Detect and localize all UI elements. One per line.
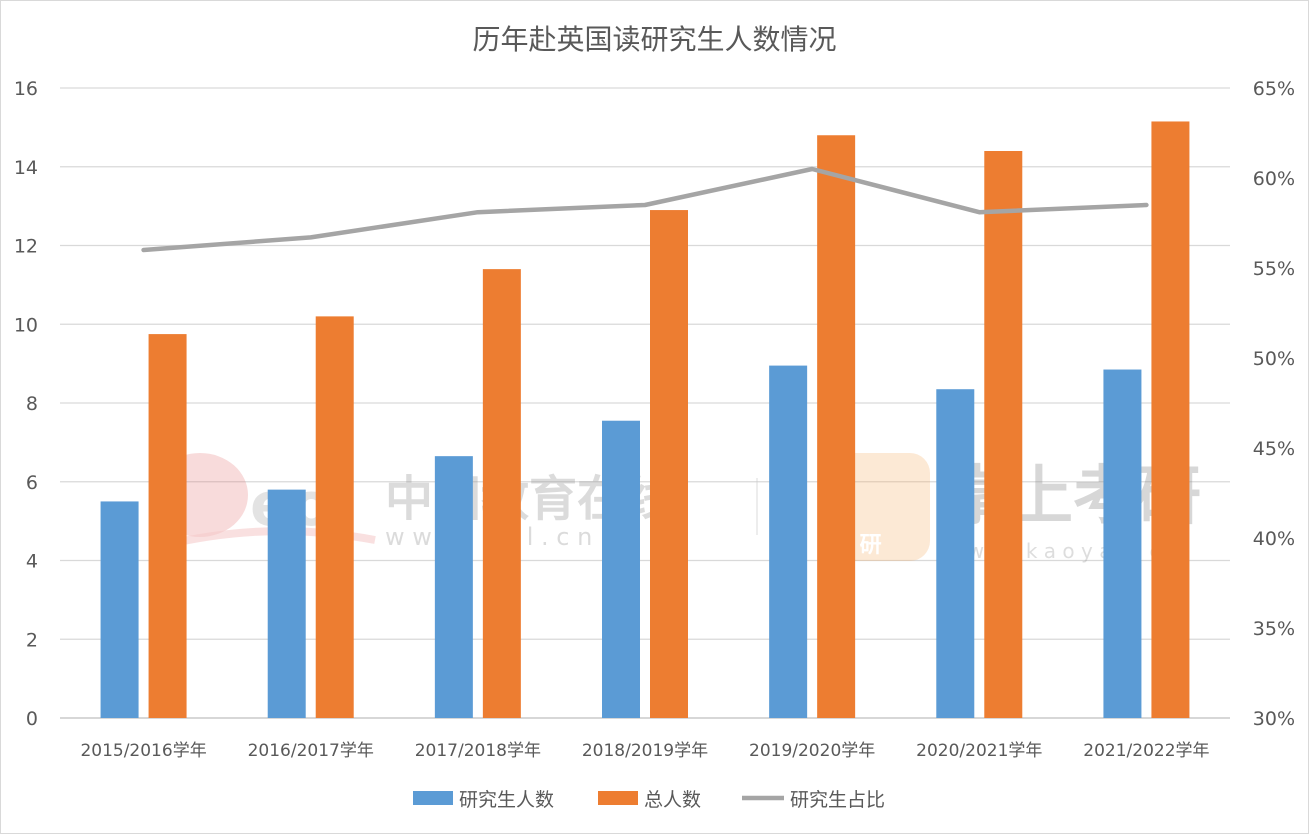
gridlines (60, 87, 1230, 719)
y-left-tick-label: 10 (14, 314, 38, 336)
bar-total (1151, 121, 1190, 718)
y-right-tick-label: 30% (1253, 708, 1295, 730)
bar-postgrad (1103, 369, 1142, 718)
y-left-tick-label: 2 (26, 629, 38, 651)
chart-title: 历年赴英国读研究生人数情况 (472, 23, 837, 56)
bar-total (315, 316, 354, 718)
kaoyan-url: w w w . k a o y a n . c n (945, 539, 1180, 563)
x-tick-label: 2016/2017学年 (248, 741, 374, 761)
y-right-tick-label: 45% (1253, 438, 1295, 460)
legend: 研究生人数 总人数 研究生占比 (413, 789, 885, 811)
y-left-tick-label: 4 (26, 551, 38, 573)
y-right-tick-label: 65% (1253, 78, 1295, 100)
axes: 0 2 4 6 8 10 12 14 16 30% 35% 40% 45% 50% 55% 60% 65% 201… (14, 78, 1295, 761)
ratio-line (141, 166, 1149, 253)
legend-swatch (413, 791, 453, 805)
bar-postgrad (936, 389, 975, 718)
x-tick-label: 2015/2016学年 (80, 741, 206, 761)
legend-label: 总人数 (644, 789, 701, 811)
x-tick-label: 2019/2020学年 (749, 741, 875, 761)
bar-postgrad (602, 420, 640, 718)
y-left-tick-label: 12 (14, 236, 38, 258)
x-tick-label: 2020/2021学年 (916, 741, 1042, 761)
bar-total (817, 135, 856, 718)
x-tick-label: 2017/2018学年 (415, 741, 541, 761)
y-right-tick-label: 50% (1253, 348, 1295, 370)
y-right-tick-label: 35% (1253, 618, 1295, 640)
bar-postgrad (434, 456, 473, 718)
legend-label: 研究生占比 (790, 789, 885, 811)
bar-postgrad (769, 365, 808, 718)
legend-swatch (598, 791, 638, 805)
x-tick-label: 2018/2019学年 (582, 741, 708, 761)
bar-total (650, 210, 688, 718)
bar-total (482, 269, 521, 718)
bar-total (984, 151, 1023, 718)
bars (100, 121, 1190, 718)
legend-label: 研究生人数 (459, 789, 554, 811)
y-right-tick-label: 60% (1253, 168, 1295, 190)
y-right-tick-label: 40% (1253, 528, 1295, 550)
y-left-tick-label: 6 (26, 472, 38, 494)
bar-postgrad (267, 489, 306, 718)
y-left-tick-label: 16 (14, 78, 38, 100)
x-tick-label: 2021/2022学年 (1083, 741, 1209, 761)
y-left-tick-label: 0 (26, 708, 38, 730)
y-right-tick-label: 55% (1253, 258, 1295, 280)
bar-total (148, 334, 187, 718)
y-left-tick-label: 8 (26, 393, 38, 415)
y-left-tick-label: 14 (14, 157, 38, 179)
bar-postgrad (100, 501, 139, 718)
